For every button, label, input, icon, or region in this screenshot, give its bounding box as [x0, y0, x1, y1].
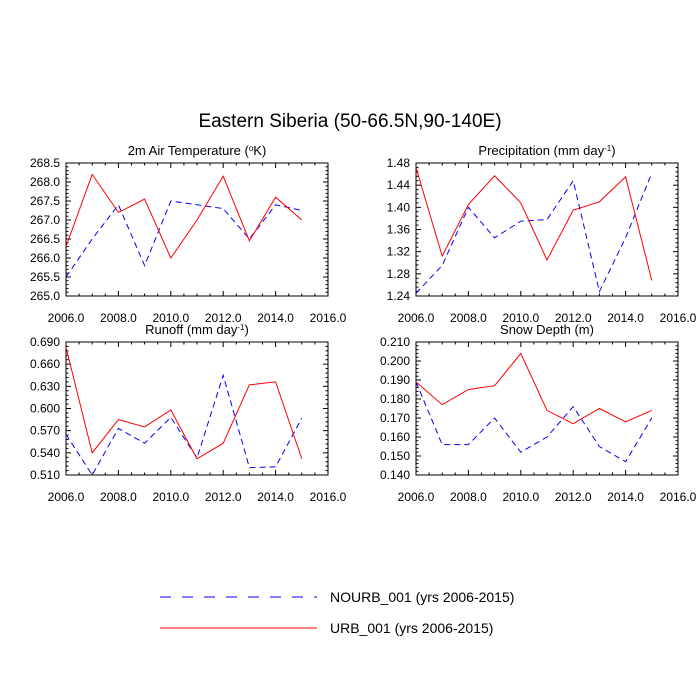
y-tick-label: 266.5 [30, 232, 60, 246]
x-tick-label: 2010.0 [502, 311, 539, 325]
y-tick-label: 0.150 [380, 449, 410, 463]
y-tick-label: 0.690 [30, 335, 60, 349]
x-tick-label: 2016.0 [660, 311, 697, 325]
y-tick-label: 266.0 [30, 251, 60, 265]
legend: NOURB_001 (yrs 2006-2015) URB_001 (yrs 20… [160, 589, 514, 636]
x-tick-label: 2010.0 [152, 311, 189, 325]
figure-title: Eastern Siberia (50-66.5N,90-140E) [198, 111, 501, 132]
y-tick-label: 1.40 [387, 200, 411, 214]
x-tick-label: 2014.0 [607, 311, 644, 325]
y-tick-label: 0.630 [30, 379, 60, 393]
y-tick-label: 1.32 [387, 245, 411, 259]
series-line-urb-001 [415, 352, 652, 425]
x-tick-label: 2010.0 [502, 490, 539, 504]
x-tick-label: 2010.0 [152, 490, 189, 504]
y-tick-label: 0.510 [30, 468, 60, 482]
y-tick-label: 0.170 [380, 411, 410, 425]
x-tick-label: 2008.0 [450, 490, 487, 504]
series-line-urb-001 [65, 347, 303, 460]
legend-label: NOURB_001 (yrs 2006-2015) [330, 589, 514, 605]
series-line-urb-001 [415, 167, 653, 281]
x-tick-label: 2008.0 [450, 311, 487, 325]
y-tick-label: 1.24 [387, 289, 411, 303]
y-tick-label: 265.0 [30, 289, 60, 303]
y-tick-label: 267.0 [30, 213, 60, 227]
x-tick-label: 2016.0 [310, 490, 347, 504]
x-tick-label: 2006.0 [48, 490, 85, 504]
y-tick-label: 268.5 [30, 156, 60, 170]
panel-2: Precipitation (mm day-1) 1.24 1.28 1.32 1.36… [387, 143, 697, 325]
x-tick-label: 2008.0 [100, 490, 137, 504]
y-tick-label: 0.660 [30, 357, 60, 371]
panel-4: Snow Depth (m) 0.140 0.150 0.160 0.170 0.180 0… [380, 322, 697, 504]
y-tick-label: 268.0 [30, 175, 60, 189]
x-tick-label: 2016.0 [660, 490, 697, 504]
y-tick-label: 0.160 [380, 430, 410, 444]
x-tick-label: 2008.0 [100, 311, 137, 325]
legend-label: URB_001 (yrs 2006-2015) [330, 620, 493, 636]
y-tick-label: 0.540 [30, 446, 60, 460]
series-line-nourb-001 [415, 172, 653, 294]
y-tick-label: 265.5 [30, 270, 60, 284]
plot-frame [65, 341, 329, 476]
y-tick-label: 0.140 [380, 468, 410, 482]
y-tick-label: 1.28 [387, 267, 411, 281]
y-tick-label: 0.180 [380, 392, 410, 406]
series-line-nourb-001 [415, 381, 653, 463]
x-tick-label: 2016.0 [310, 311, 347, 325]
x-tick-label: 2012.0 [205, 311, 242, 325]
x-tick-label: 2012.0 [555, 311, 592, 325]
y-tick-label: 1.36 [387, 223, 411, 237]
y-tick-label: 0.210 [380, 335, 410, 349]
x-tick-label: 2014.0 [257, 490, 294, 504]
panels: 2m Air Temperature (oK) 265.0 265.5 266.0 26… [30, 143, 697, 504]
panel-1: 2m Air Temperature (oK) 265.0 265.5 266.0 26… [30, 143, 347, 325]
y-tick-label: 1.48 [387, 156, 411, 170]
x-tick-label: 2014.0 [257, 311, 294, 325]
series-line-nourb-001 [65, 373, 303, 476]
y-tick-label: 1.44 [387, 178, 411, 192]
plot-frame [415, 341, 679, 476]
panel-title: Precipitation (mm day-1) [478, 143, 615, 158]
y-tick-label: 0.600 [30, 402, 60, 416]
x-tick-label: 2012.0 [555, 490, 592, 504]
series-line-urb-001 [65, 173, 303, 260]
x-tick-label: 2006.0 [398, 490, 435, 504]
y-tick-label: 0.190 [380, 373, 410, 387]
panel-title: 2m Air Temperature (oK) [128, 143, 267, 158]
plot-frame [65, 162, 329, 297]
y-tick-label: 267.5 [30, 194, 60, 208]
panel-title: Runoff (mm day-1) [145, 322, 249, 337]
panel-title: Snow Depth (m) [500, 322, 594, 337]
x-tick-label: 2012.0 [205, 490, 242, 504]
x-tick-label: 2006.0 [48, 311, 85, 325]
y-tick-label: 0.570 [30, 424, 60, 438]
x-tick-label: 2014.0 [607, 490, 644, 504]
panel-3: Runoff (mm day-1) 0.510 0.540 0.570 0.600 0.6… [30, 322, 347, 504]
x-tick-label: 2006.0 [398, 311, 435, 325]
y-tick-label: 0.200 [380, 354, 410, 368]
